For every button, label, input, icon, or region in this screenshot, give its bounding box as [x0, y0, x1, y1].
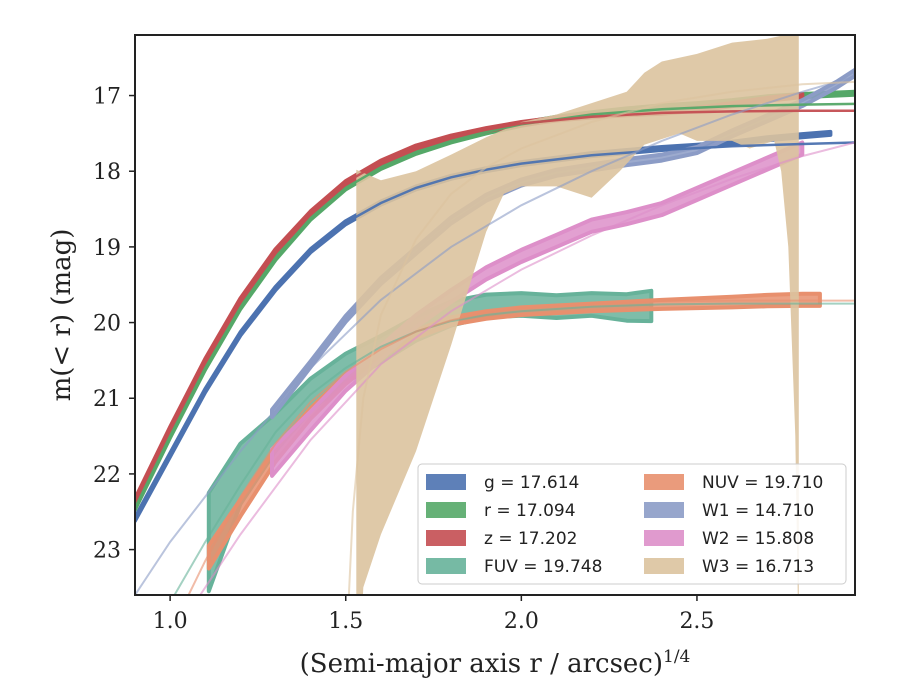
legend-label-FUV: FUV = 19.748 — [484, 557, 602, 577]
legend-swatch-W1 — [644, 502, 684, 518]
y-tick-label: 18 — [93, 160, 121, 185]
series-model-line-W1 — [135, 75, 855, 595]
legend-swatch-g — [426, 474, 466, 490]
legend-swatch-W2 — [644, 530, 684, 546]
series-model-line-z — [135, 109, 855, 501]
legend-swatch-W3 — [644, 558, 684, 574]
legend-swatch-z — [426, 530, 466, 546]
y-axis-label: m(< r) (mag) — [47, 229, 77, 402]
x-axis-label: (Semi-major axis r / arcsec)1/4 — [300, 647, 691, 679]
plot-frame — [134, 34, 856, 596]
legend-label-g: g = 17.614 — [484, 473, 579, 493]
legend-swatch-r — [426, 502, 466, 518]
y-tick-label: 21 — [93, 387, 121, 412]
x-tick-label: 2.5 — [679, 609, 714, 634]
legend-swatch-NUV — [644, 474, 684, 490]
series-model-line-r — [135, 102, 855, 509]
y-tick-label: 20 — [93, 312, 121, 337]
x-axis-label-superscript: 1/4 — [663, 647, 690, 667]
legend-label-W2: W2 = 15.808 — [702, 529, 814, 549]
legend-label-z: z = 17.202 — [484, 529, 577, 549]
series-model-line-W2 — [199, 141, 855, 595]
x-tick-label: 2.0 — [504, 609, 539, 634]
legend-label-r: r = 17.094 — [484, 501, 576, 521]
legend-label-W1: W1 = 14.710 — [702, 501, 814, 521]
y-tick-label: 22 — [93, 463, 121, 488]
y-tick-label: 19 — [93, 236, 121, 261]
series-model-line-g — [135, 141, 855, 520]
series-model-line-NUV — [187, 299, 855, 595]
plot-series — [135, 35, 855, 595]
series-model-line-W3 — [347, 80, 855, 595]
legend-swatch-FUV — [426, 558, 466, 574]
x-tick-label: 1.0 — [153, 609, 188, 634]
x-tick-label: 1.5 — [328, 609, 363, 634]
legend-label-W3: W3 = 16.713 — [702, 557, 814, 577]
legend-label-NUV: NUV = 19.710 — [702, 473, 823, 493]
x-axis-label-main: (Semi-major axis r / arcsec) — [300, 649, 663, 679]
legend: g = 17.614 r = 17.094 z = 17.202 FUV = 19.7… — [417, 463, 847, 585]
y-tick-label: 17 — [93, 85, 121, 110]
axis-ticks: 1.0 1.5 2.0 2.5 17 18 19 20 21 22 23 — [93, 85, 714, 634]
y-tick-label: 23 — [93, 539, 121, 564]
legend-frame — [417, 463, 847, 585]
